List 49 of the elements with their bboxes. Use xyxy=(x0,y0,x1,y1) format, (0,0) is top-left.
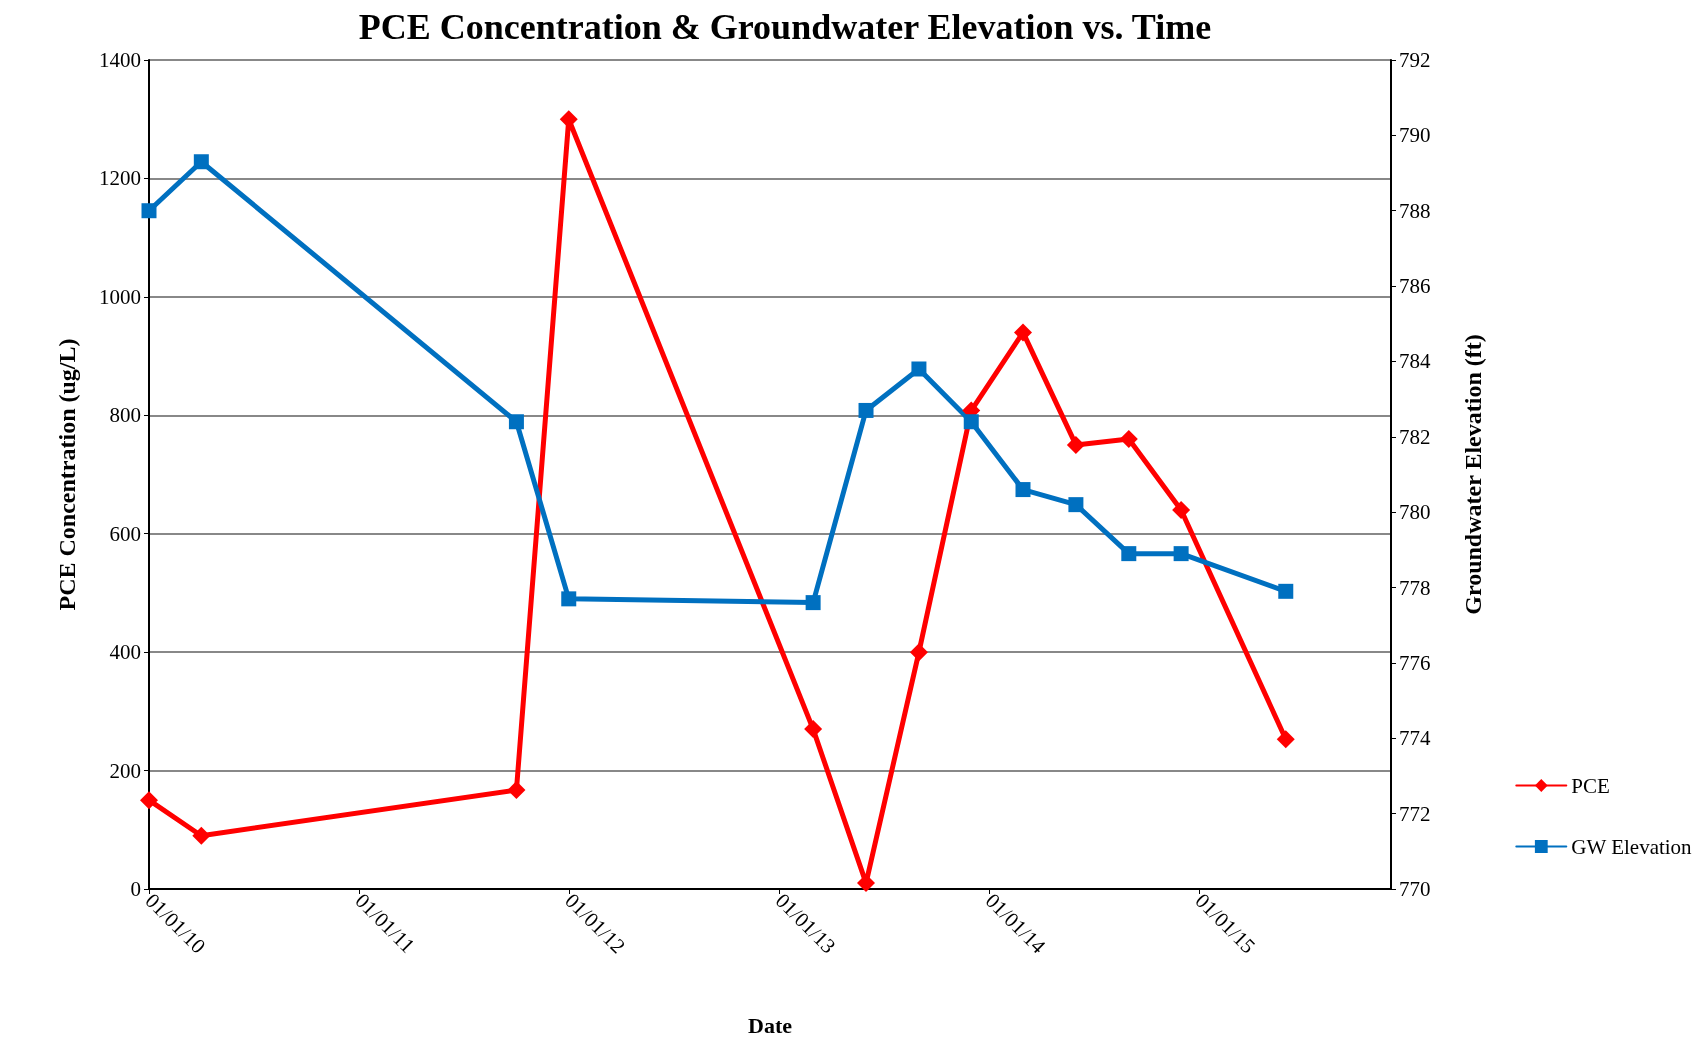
point xyxy=(508,414,524,430)
y2-tick-label: 792 xyxy=(1399,48,1431,72)
point xyxy=(911,361,927,377)
point xyxy=(507,781,526,800)
y2-tick-label: 776 xyxy=(1399,650,1431,675)
y-tick-label: 1400 xyxy=(99,48,141,72)
y2-tick-label: 784 xyxy=(1399,349,1431,374)
point xyxy=(193,154,209,170)
y2-tick-label: 782 xyxy=(1399,424,1431,449)
y2-tick-label: 772 xyxy=(1399,801,1431,826)
x-axis-title: Date xyxy=(748,1012,793,1038)
y2-axis-title: Groundwater Elevation (ft) xyxy=(1460,334,1486,615)
point xyxy=(561,591,577,607)
y-tick-label: 800 xyxy=(109,403,141,428)
point xyxy=(963,414,979,430)
y2-tick-label: 774 xyxy=(1399,726,1431,751)
y2-tick-label: 786 xyxy=(1399,274,1431,299)
point xyxy=(141,203,157,219)
y2-tick-label: 790 xyxy=(1399,123,1431,148)
y-axis-title: PCE Concentration (ug/L) xyxy=(54,338,80,611)
point xyxy=(1278,583,1294,599)
y2-tick-label: 778 xyxy=(1399,575,1431,600)
point xyxy=(909,643,928,662)
point xyxy=(1276,730,1295,749)
point xyxy=(1068,497,1084,513)
point xyxy=(1066,435,1085,454)
point xyxy=(805,595,821,611)
y-tick-label: 400 xyxy=(109,640,141,665)
legend-label: PCE xyxy=(1571,773,1610,798)
y-tick-label: 1000 xyxy=(99,284,141,309)
y-tick-label: 0 xyxy=(130,877,141,901)
point xyxy=(1015,482,1031,498)
chart-title: PCE Concentration & Groundwater Elevation vs. Time xyxy=(358,7,1212,47)
y-tick-label: 200 xyxy=(109,758,141,783)
point xyxy=(1119,429,1138,448)
point xyxy=(804,720,823,739)
y2-tick-label: 788 xyxy=(1399,198,1431,223)
y2-tick-label: 770 xyxy=(1399,877,1431,901)
point xyxy=(1014,323,1032,342)
point xyxy=(1121,546,1137,562)
legend-label: GW Elevation xyxy=(1571,834,1693,859)
y-tick-label: 1200 xyxy=(99,166,141,191)
point xyxy=(192,826,211,845)
y2-tick-label: 780 xyxy=(1399,500,1431,525)
y-tick-label: 600 xyxy=(109,521,141,546)
point xyxy=(1173,546,1189,562)
point xyxy=(858,402,874,418)
point xyxy=(1172,501,1191,520)
point xyxy=(140,791,158,810)
